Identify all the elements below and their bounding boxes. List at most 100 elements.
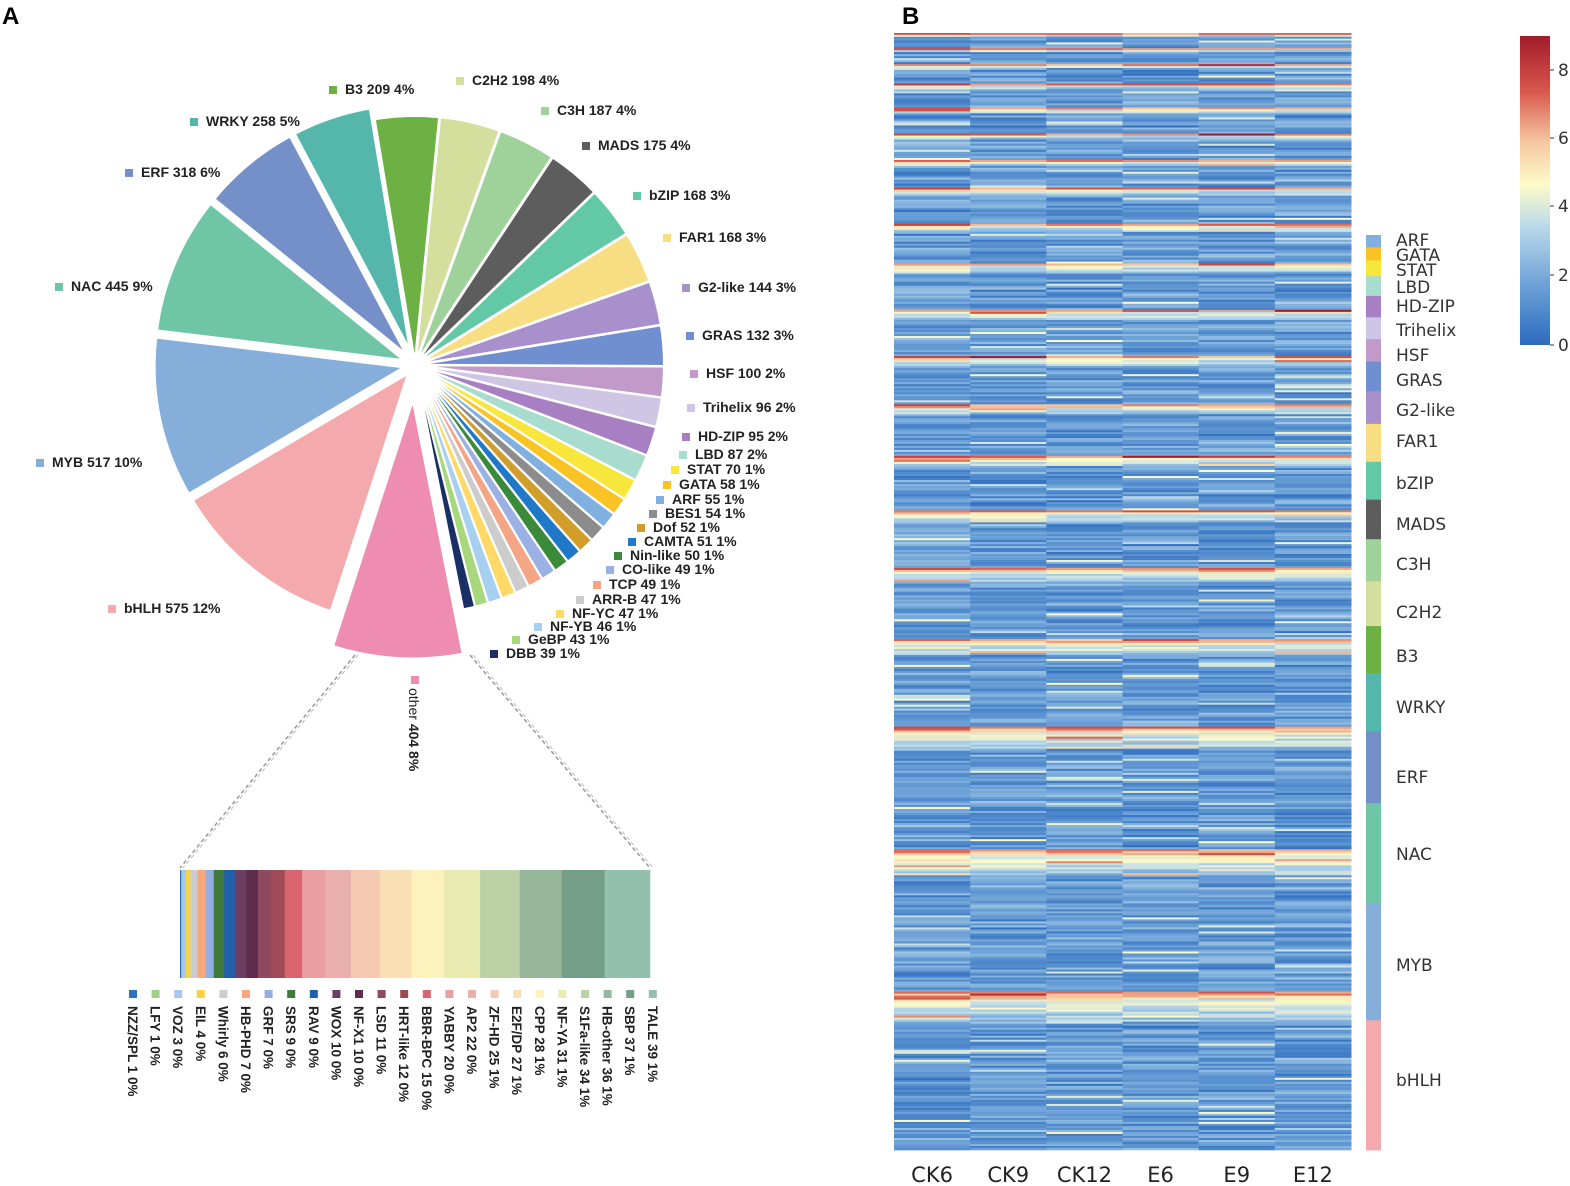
heatmap-cell: [1046, 455, 1123, 459]
heatmap-cell: [1122, 579, 1200, 583]
heatmap-cell: [894, 597, 971, 600]
heatmap-cell: [1122, 321, 1200, 325]
x-tick-label-1: CK9: [987, 1163, 1029, 1186]
heatmap-cell: [1046, 1135, 1123, 1139]
heatmap-cell: [970, 875, 1047, 878]
heatmap-cell: [894, 702, 971, 706]
heatmap-cell: [1274, 1131, 1352, 1135]
heatmap-cell: [1198, 609, 1276, 612]
pie-slice-4: [289, 103, 416, 360]
heatmap-cell: [1122, 428, 1200, 431]
heatmap-cell: [1122, 597, 1200, 600]
heatmap-cell: [1046, 263, 1123, 266]
heatmap-cell: [970, 833, 1047, 836]
heatmap-cell: [970, 911, 1047, 914]
heatmap-cell: [1046, 925, 1123, 928]
heatmap-cell: [1122, 977, 1200, 980]
heatmap-cell: [894, 899, 971, 902]
heatmap-cell: [970, 249, 1047, 252]
heatmap-cell: [894, 315, 971, 319]
heatmap-cell: [1274, 396, 1352, 399]
heatmap-cell: [894, 247, 971, 250]
heatmap-cell: [1046, 56, 1123, 59]
heatmap-cell: [1198, 394, 1276, 397]
heatmap-cell: [970, 742, 1047, 745]
heatmap-cell: [970, 935, 1047, 938]
heatmap-cell: [894, 69, 971, 73]
heatmap-cell: [970, 770, 1047, 774]
heatmap-cell: [1046, 317, 1123, 321]
heatmap-cell: [1046, 819, 1123, 822]
heatmap-cell: [1122, 879, 1200, 882]
heatmap-cell: [970, 165, 1047, 169]
heatmap-cell: [1046, 441, 1123, 445]
breakdown-legend-swatch-16: [490, 990, 499, 998]
heatmap-cell: [1198, 1093, 1276, 1097]
heatmap-cell: [1274, 853, 1352, 856]
heatmap-cell: [1198, 143, 1276, 147]
heatmap-cell: [1274, 700, 1352, 704]
heatmap-cell: [970, 265, 1047, 268]
heatmap-cell: [1122, 362, 1200, 365]
heatmap-cell: [1274, 313, 1352, 317]
heatmap-cell: [894, 372, 971, 375]
heatmap-cell: [1122, 1093, 1200, 1097]
heatmap-cell: [1046, 443, 1123, 447]
heatmap-cell: [1046, 1097, 1123, 1101]
heatmap-cell: [1198, 1097, 1276, 1101]
heatmap-cell: [1046, 313, 1123, 317]
heatmap-cell: [1046, 58, 1123, 61]
heatmap-cell: [1274, 221, 1352, 225]
heatmap-cell: [1122, 293, 1200, 297]
heatmap-cell: [1122, 269, 1200, 272]
heatmap-cell: [1198, 652, 1276, 656]
heatmap-cell: [970, 754, 1047, 758]
heatmap-cell: [1274, 981, 1352, 984]
breakdown-segment-5: [197, 870, 206, 978]
heatmap-cell: [1122, 664, 1200, 668]
heatmap-cell: [1046, 809, 1123, 812]
heatmap-cell: [1046, 993, 1123, 996]
heatmap-cell: [1274, 861, 1352, 864]
heatmap-cell: [894, 75, 971, 78]
heatmap-cell: [1274, 631, 1352, 634]
heatmap-cell: [1122, 931, 1200, 934]
heatmap-cell: [1274, 660, 1352, 664]
breakdown-legend-swatch-12: [400, 990, 409, 998]
heatmap-cell: [1046, 376, 1123, 379]
heatmap-cell: [1198, 849, 1276, 852]
heatmap-cell: [1198, 770, 1276, 774]
heatmap-cell: [1198, 829, 1276, 832]
heatmap-cell: [894, 788, 971, 792]
heatmap-cell: [970, 412, 1047, 415]
heatmap-cell: [1198, 331, 1276, 335]
heatmap-cell: [1122, 1117, 1200, 1121]
heatmap-cell: [1122, 1125, 1200, 1129]
family-label-2: STAT: [1396, 261, 1437, 281]
heatmap-cell: [1046, 231, 1123, 235]
heatmap-cell: [1274, 159, 1352, 163]
heatmap-cell: [1122, 1111, 1200, 1115]
heatmap-cell: [894, 1127, 971, 1131]
heatmap-cell: [1122, 732, 1200, 735]
heatmap-cell: [1122, 141, 1200, 145]
heatmap-cell: [970, 963, 1047, 966]
heatmap-cell: [1122, 613, 1200, 616]
heatmap-cell: [1198, 209, 1276, 213]
heatmap-cell: [1122, 718, 1200, 721]
heatmap-cell: [1274, 113, 1352, 116]
breakdown-segment-14: [302, 870, 326, 978]
heatmap-cell: [894, 1009, 971, 1012]
heatmap-cell: [1046, 241, 1123, 245]
heatmap-cell: [970, 34, 1047, 38]
heatmap-cell: [1274, 975, 1352, 978]
heatmap-cell: [1046, 1049, 1123, 1053]
heatmap-cell: [1046, 561, 1123, 565]
heatmap-cell: [970, 338, 1047, 341]
heatmap-cell: [894, 275, 971, 278]
heatmap-cell: [1198, 700, 1276, 704]
heatmap-cell: [1198, 36, 1276, 39]
heatmap-cell: [1274, 639, 1352, 642]
pie-slice-0: [187, 364, 416, 617]
heatmap-cell: [894, 60, 971, 63]
